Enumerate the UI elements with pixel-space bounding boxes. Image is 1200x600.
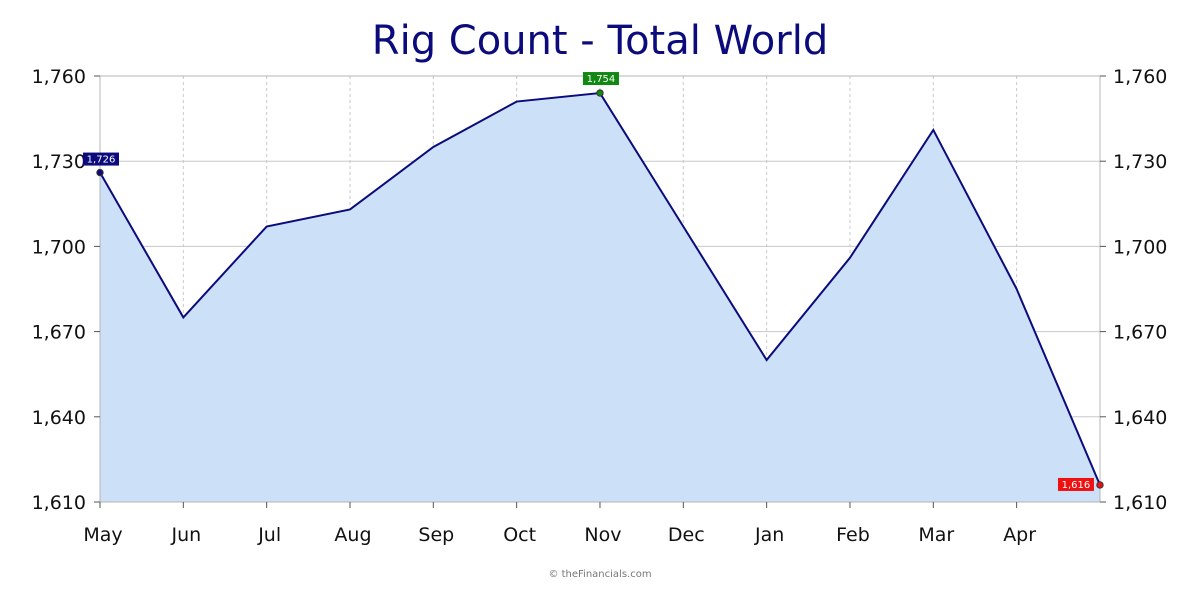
- data-label: 1,616: [1062, 480, 1091, 491]
- data-label: 1,726: [87, 155, 116, 166]
- credit-text: © theFinancials.com: [548, 569, 652, 580]
- y-tick-label-left: 1,610: [32, 492, 86, 514]
- y-tick-label-left: 1,760: [32, 66, 86, 88]
- y-tick-label-left: 1,670: [32, 322, 86, 344]
- x-tick-label: Feb: [836, 524, 870, 546]
- y-tick-label-right: 1,640: [1113, 407, 1167, 429]
- y-tick-label-right: 1,610: [1113, 492, 1167, 514]
- y-tick-label-right: 1,670: [1113, 322, 1167, 344]
- chart-title: Rig Count - Total World: [371, 18, 829, 64]
- x-tick-label: Jan: [754, 524, 784, 546]
- y-tick-label-left: 1,700: [32, 236, 86, 258]
- y-tick-label-left: 1,730: [32, 151, 86, 173]
- x-tick-label: Dec: [668, 524, 705, 546]
- data-label-badge: [83, 152, 119, 166]
- y-tick-label-right: 1,760: [1113, 66, 1167, 88]
- data-point-marker: [1096, 481, 1104, 489]
- x-tick-label: Aug: [334, 524, 371, 546]
- x-tick-label: Jul: [257, 524, 281, 546]
- area-fill: [100, 93, 1100, 502]
- x-tick-label: Oct: [503, 524, 536, 546]
- data-label-badge: [582, 72, 619, 86]
- y-tick-label-right: 1,730: [1113, 151, 1167, 173]
- data-point-marker: [596, 89, 604, 97]
- x-tick-label: Sep: [418, 524, 454, 546]
- data-point-marker: [96, 168, 104, 177]
- x-tick-label: Mar: [918, 524, 954, 546]
- data-label-badge: [1057, 477, 1094, 491]
- x-tick-label: Nov: [584, 524, 621, 546]
- data-label: 1,754: [587, 74, 616, 85]
- x-tick-label: Apr: [1003, 524, 1036, 546]
- x-tick-label: Jun: [170, 524, 201, 546]
- x-tick-label: May: [83, 524, 122, 546]
- y-tick-label-right: 1,700: [1113, 236, 1167, 258]
- y-tick-label-left: 1,640: [32, 407, 86, 429]
